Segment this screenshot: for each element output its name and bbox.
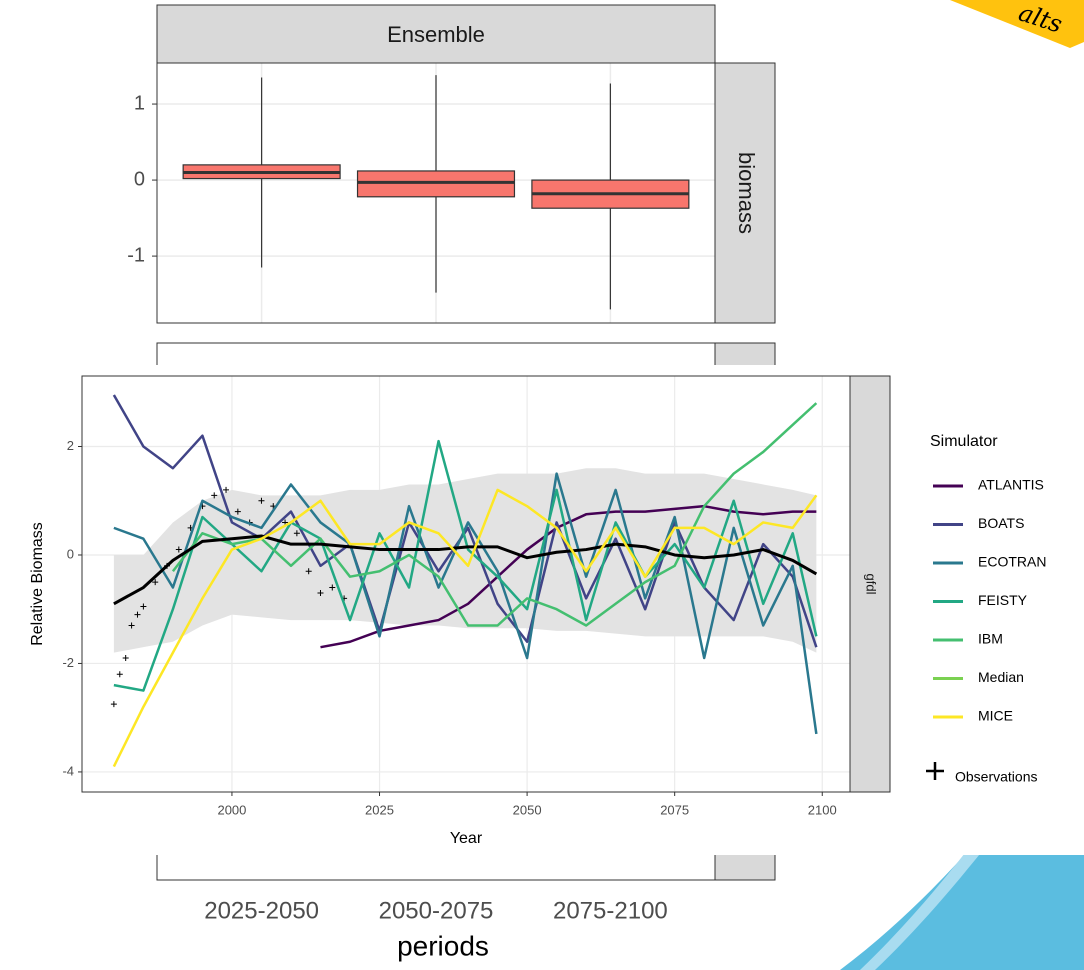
x-tick-label: 2075 [660,802,689,817]
y-tick-label: 2 [67,438,74,453]
x-tick-label: 2000 [217,802,246,817]
y-tick-label: -4 [62,763,74,778]
x-tick-label: 2025 [365,802,394,817]
x-tick-label: 2050 [513,802,542,817]
legend-title: Simulator [930,433,998,450]
x-axis-title: periods [397,930,489,961]
strip-title: Ensemble [387,22,485,47]
y-tick-label: 1 [134,92,145,114]
legend-label: ECOTRAN [978,554,1046,570]
legend-label: FEISTY [978,592,1028,608]
page: Ensemble biomass -1 0 1 2025-2050 2050-2075 207… [0,0,1084,970]
legend-label: Observations [955,769,1037,785]
facet-label: biomass [734,152,759,234]
legend-label: IBM [978,631,1003,647]
facet-label: gfdl [864,574,879,595]
box [358,171,515,197]
legend-label: BOATS [978,515,1024,531]
y-axis-title: Relative Biomass [29,522,46,646]
x-tick-label: 2100 [808,802,837,817]
y-tick-label: 0 [134,168,145,190]
y-tick-label: -2 [62,655,74,670]
y-tick-label: -1 [127,244,145,266]
legend-label: MICE [978,708,1013,724]
y-tick-label: 0 [67,546,74,561]
x-tick-label: 2050-2075 [379,897,494,924]
legend-label: ATLANTIS [978,477,1044,493]
x-tick-label: 2075-2100 [553,897,668,924]
x-tick-label: 2025-2050 [204,897,319,924]
legend-label: Median [978,669,1024,685]
x-axis-title: Year [450,830,483,847]
